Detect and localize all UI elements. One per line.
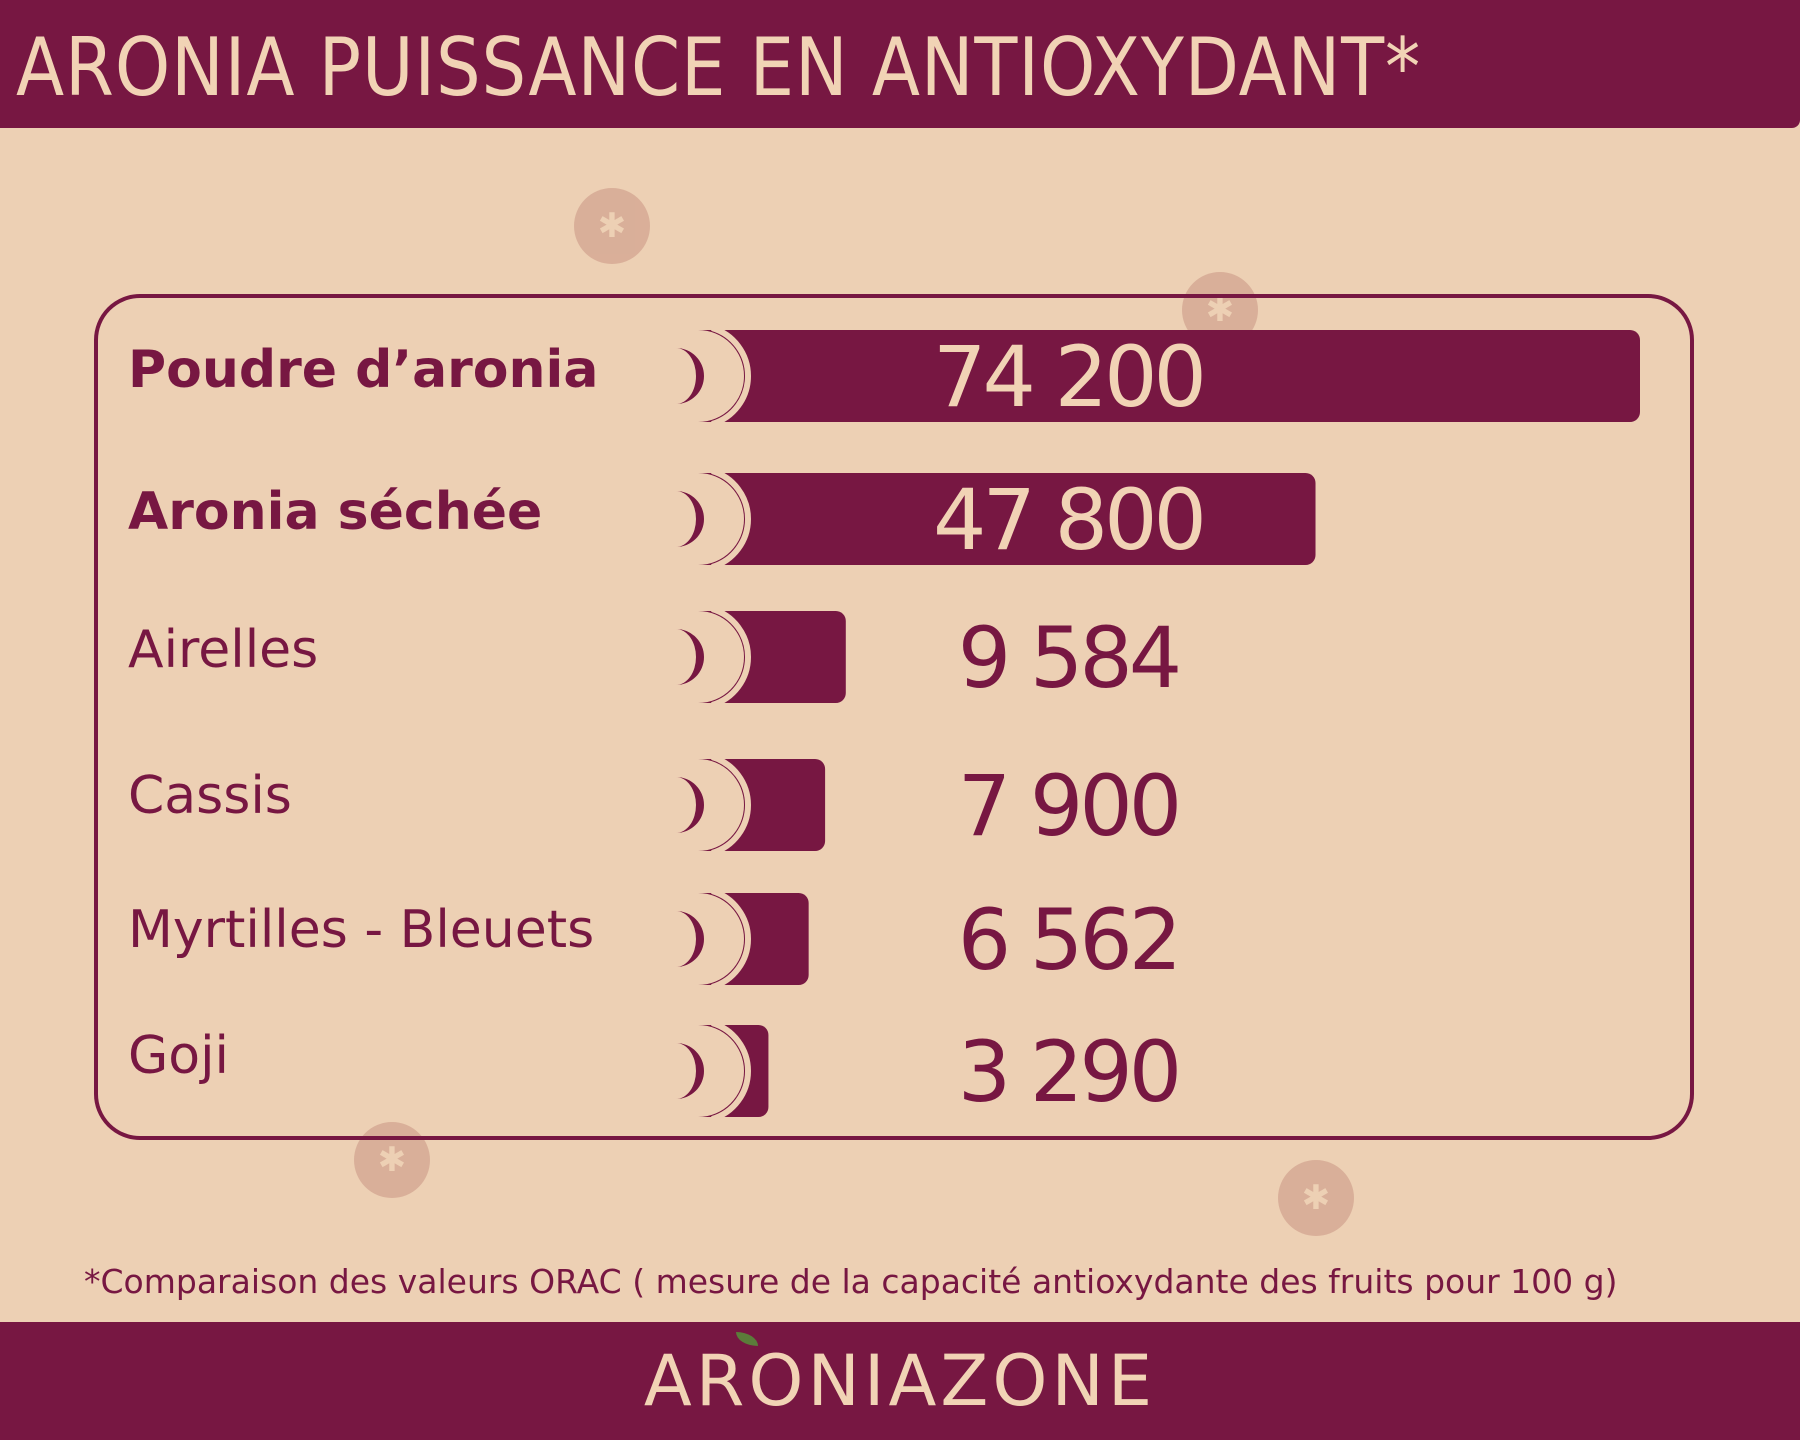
bar-moon	[676, 629, 704, 685]
bar-group: 7 900	[672, 754, 1182, 856]
value-label: 7 900	[958, 757, 1178, 855]
bar-crescent-line	[711, 754, 751, 856]
bar-group: 47 800	[672, 468, 1316, 570]
bar-moon	[676, 348, 704, 404]
value-label: 74 200	[933, 328, 1203, 426]
bar-group: 3 290	[672, 1020, 1182, 1122]
bar-group: 6 562	[672, 888, 1182, 990]
brand-logo: ARONIAZONE	[643, 1340, 1157, 1422]
header-banner: ARONIA PUISSANCE EN ANTIOXYDANT*	[0, 0, 1800, 128]
bar	[678, 330, 1640, 422]
category-label: Myrtilles - Bleuets	[128, 900, 595, 960]
berry-icon: ✱	[354, 1122, 430, 1198]
berry-icon: ✱	[574, 188, 650, 264]
bar	[678, 473, 1316, 565]
chart-panel	[94, 294, 1694, 1140]
value-label: 47 800	[933, 471, 1203, 569]
bar-crescent-line	[711, 1020, 751, 1122]
footnote: *Comparaison des valeurs ORAC ( mesure d…	[84, 1262, 1618, 1301]
bar-moon	[676, 1043, 704, 1099]
value-label: 6 562	[958, 891, 1178, 989]
bar-group: 9 584	[672, 606, 1182, 708]
bar-moon	[676, 491, 704, 547]
berry-icon: ✱	[1278, 1160, 1354, 1236]
category-label: Airelles	[128, 620, 319, 680]
category-label: Poudre d’aronia	[128, 340, 599, 400]
bar-crescent-line	[711, 468, 751, 570]
page-title: ARONIA PUISSANCE EN ANTIOXYDANT*	[16, 21, 1422, 114]
footer-banner: ARONIAZONE	[0, 1322, 1800, 1440]
bar-crescent-line	[711, 888, 751, 990]
bar-moon	[676, 911, 704, 967]
value-label: 3 290	[958, 1023, 1178, 1121]
bar-moon	[676, 777, 704, 833]
value-label: 9 584	[958, 609, 1178, 707]
category-label: Goji	[128, 1026, 230, 1086]
bar-crescent-line	[711, 325, 751, 427]
bar-group: 74 200	[672, 325, 1640, 427]
bar-crescent-line	[711, 606, 751, 708]
category-label: Aronia séchée	[128, 482, 543, 542]
category-label: Cassis	[128, 766, 292, 826]
